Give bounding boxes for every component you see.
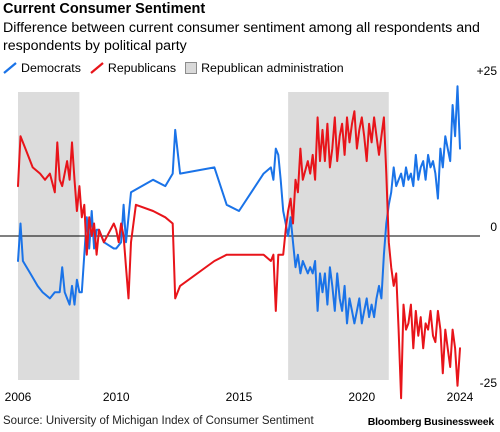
chart-title: Current Consumer Sentiment xyxy=(3,1,206,17)
legend-line-republicans xyxy=(90,62,104,74)
legend-label-democrats: Democrats xyxy=(21,61,81,75)
legend-line-democrats xyxy=(3,62,17,74)
legend-item-republican-administration: Republican administration xyxy=(185,61,344,75)
legend-label-republicans: Republicans xyxy=(107,61,177,75)
legend-item-democrats: Democrats xyxy=(3,61,81,75)
x-tick-label-2006: 2006 xyxy=(5,390,32,404)
y-tick-label-25: +25 xyxy=(477,64,498,78)
x-tick-label-2020: 2020 xyxy=(348,390,375,404)
x-tick-label-2024: 2024 xyxy=(447,390,474,404)
tick-labels: +25 0 -25 2006 2010 2015 2020 2024 xyxy=(5,64,498,404)
y-tick-label-neg25: -25 xyxy=(480,376,498,390)
y-tick-label-0: 0 xyxy=(490,220,497,234)
brand-logo: Bloomberg Businessweek xyxy=(367,416,495,428)
legend-label-republican-administration: Republican administration xyxy=(201,61,344,75)
chart-legend: Democrats Republicans Republican adminis… xyxy=(3,60,353,76)
source-note: Source: University of Michigan Index of … xyxy=(3,415,314,427)
series-lines xyxy=(17,85,461,400)
x-tick-label-2015: 2015 xyxy=(226,390,253,404)
legend-swatch-republican-administration xyxy=(185,62,198,74)
chart-subtitle: Difference between current consumer sent… xyxy=(3,20,480,54)
legend-item-republicans: Republicans xyxy=(90,61,176,75)
x-tick-label-2010: 2010 xyxy=(103,390,130,404)
series-line-republicans xyxy=(17,110,461,400)
